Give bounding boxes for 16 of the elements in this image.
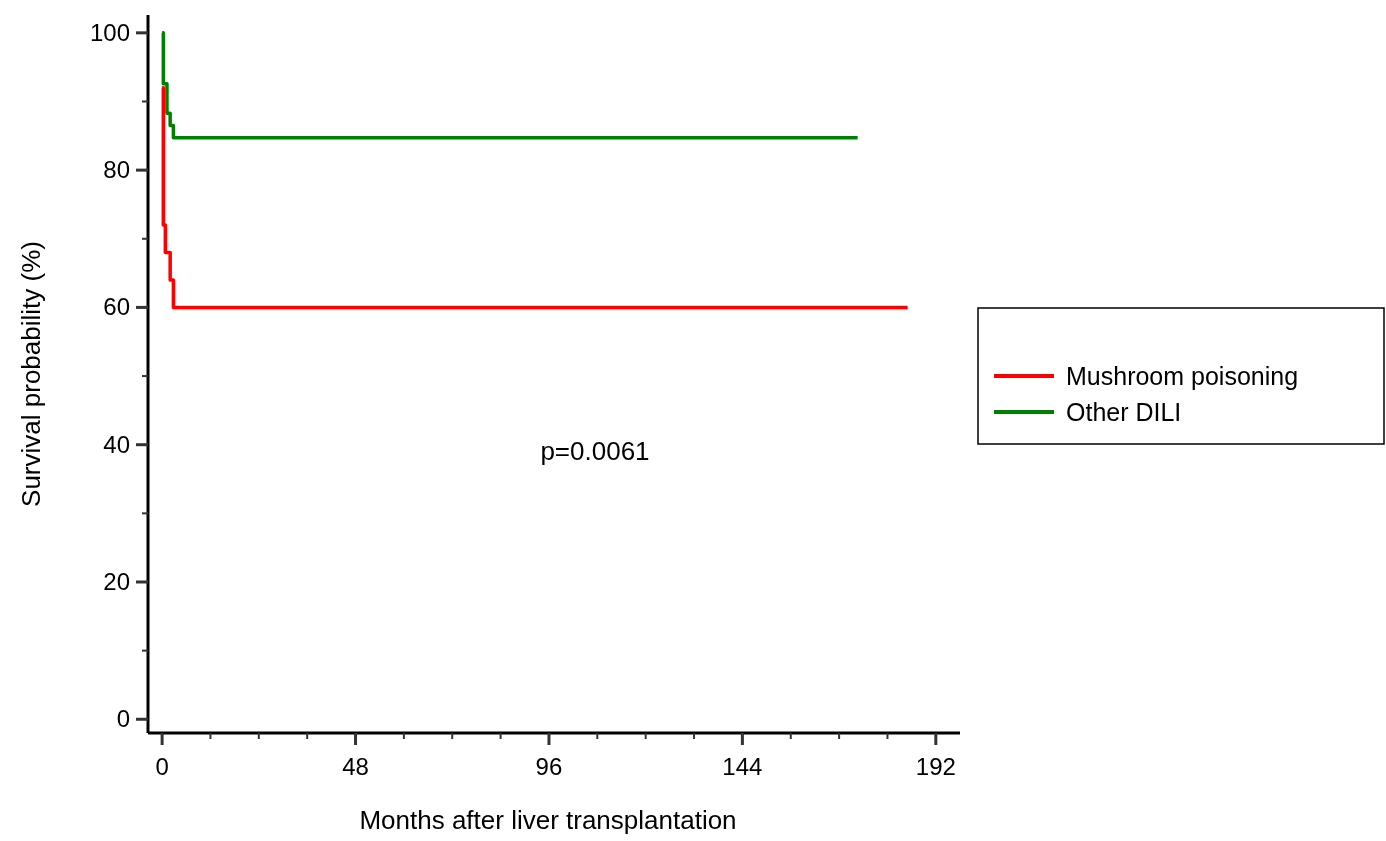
x-tick-label: 0	[155, 753, 169, 780]
y-tick-label: 80	[103, 156, 130, 184]
y-tick-label: 60	[103, 293, 130, 321]
legend-label: Other DILI	[1066, 398, 1182, 426]
legend-label: Mushroom poisoning	[1066, 362, 1299, 390]
x-tick-label: 192	[915, 753, 956, 780]
y-tick-label: 0	[116, 705, 130, 733]
y-tick-label: 40	[103, 430, 130, 458]
y-axis-title: Survival probability (%)	[16, 241, 46, 507]
x-axis-title: Months after liver transplantation	[359, 805, 737, 835]
x-tick-label: 48	[342, 753, 369, 780]
y-tick-label: 100	[89, 18, 130, 46]
y-tick-label: 20	[103, 567, 130, 595]
annotation: p=0.0061	[540, 436, 650, 466]
x-tick-label: 96	[535, 753, 563, 780]
x-tick-label: 144	[722, 753, 763, 780]
